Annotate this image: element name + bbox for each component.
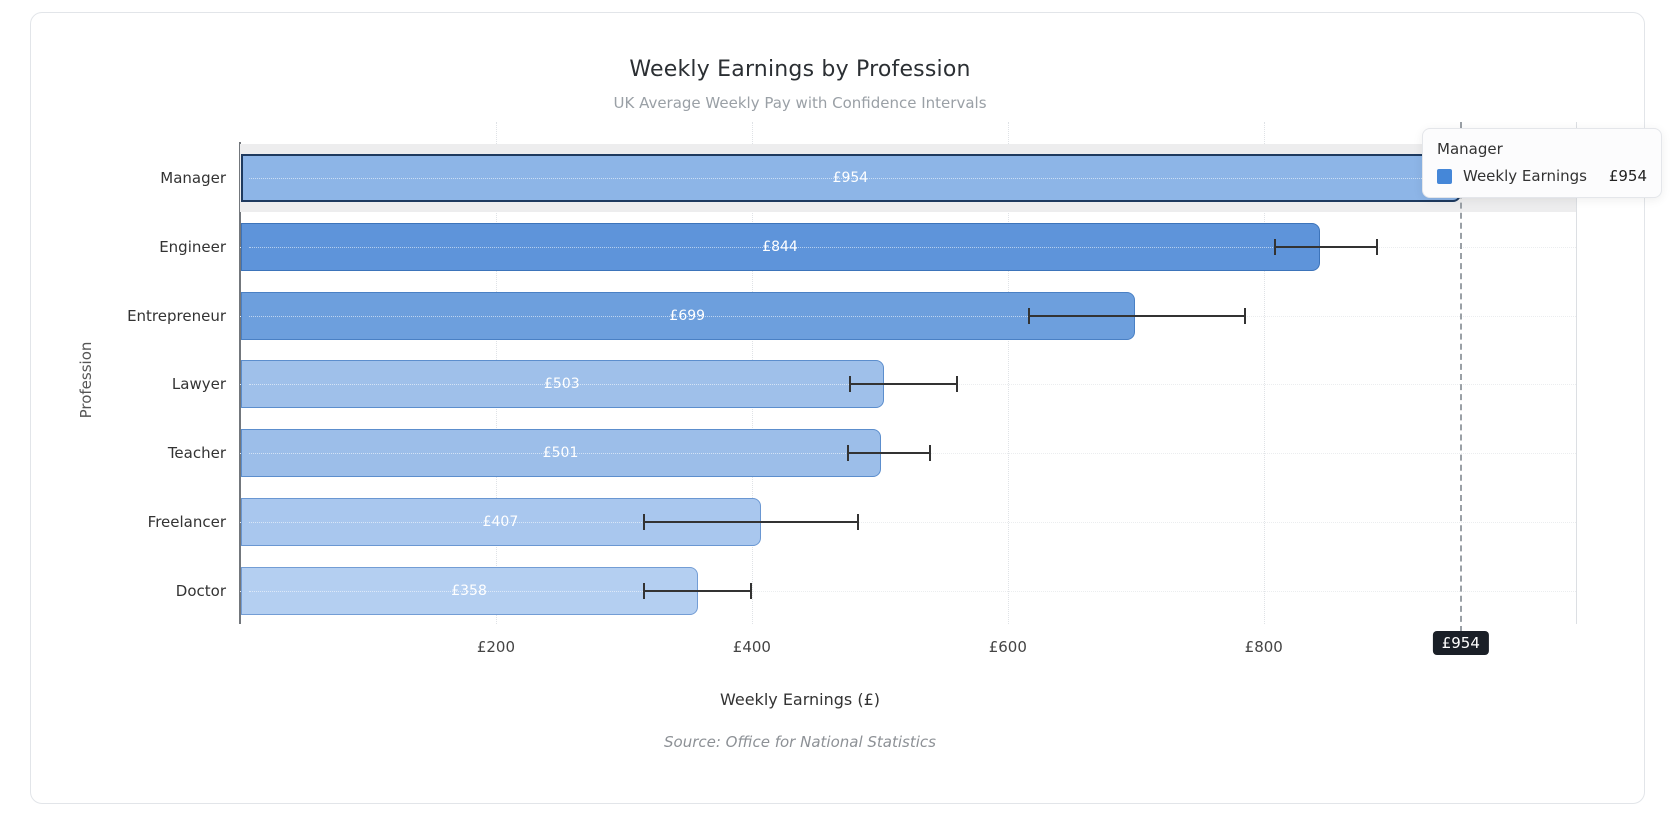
bar-inline-gridline — [249, 178, 1450, 179]
error-bar-line — [1028, 314, 1246, 317]
category-label-teacher: Teacher — [167, 444, 226, 463]
bar-value-label: £503 — [544, 376, 580, 393]
bar-inline-gridline — [249, 246, 1310, 248]
bar-value-label: £954 — [832, 170, 869, 186]
error-bar-cap-left — [1273, 238, 1276, 255]
x-gridline — [1263, 122, 1265, 624]
crosshair-axis-label: £954 — [1432, 631, 1489, 655]
category-label-lawyer: Lawyer — [171, 375, 226, 394]
error-bar-cap-left — [643, 582, 646, 599]
bar-inline-gridline — [249, 453, 871, 455]
plot-right-spine — [1576, 122, 1577, 624]
category-label-doctor: Doctor — [175, 581, 226, 600]
y-axis-line — [239, 142, 241, 624]
error-bar-cap-left — [643, 514, 646, 531]
x-tick-label: £600 — [988, 638, 1027, 656]
error-bar-cap-right — [929, 445, 932, 462]
crosshair-line — [1459, 122, 1462, 632]
bar-value-label: £699 — [669, 307, 706, 324]
x-tick-label: £400 — [732, 638, 771, 656]
error-bar-cap-right — [749, 582, 752, 599]
error-bar-line — [1273, 245, 1378, 248]
tooltip-series-label: Weekly Earnings — [1463, 167, 1587, 185]
source-note: Source: Office for National Statistics — [664, 733, 936, 751]
error-bar-cap-right — [857, 514, 860, 531]
tooltip-row: Weekly Earnings £954 — [1437, 167, 1647, 185]
error-bar-cap-left — [1028, 307, 1031, 324]
category-label-entrepreneur: Entrepreneur — [127, 306, 226, 325]
category-label-manager: Manager — [160, 169, 226, 187]
error-bar-cap-left — [849, 376, 852, 393]
error-bar-line — [846, 452, 932, 455]
error-bar-cap-right — [1375, 238, 1378, 255]
chart-title: Weekly Earnings by Profession — [629, 57, 971, 82]
category-label-engineer: Engineer — [159, 237, 226, 256]
error-bar-cap-right — [1243, 307, 1246, 324]
error-bar-cap-right — [955, 376, 958, 393]
y-gridline — [240, 590, 1576, 592]
x-tick-label: £200 — [476, 638, 516, 656]
bar-inline-gridline — [249, 315, 1124, 317]
x-gridline — [1007, 122, 1009, 624]
series-swatch-icon — [1437, 168, 1452, 184]
tooltip-value: £954 — [1608, 167, 1647, 185]
tooltip-title: Manager — [1437, 140, 1503, 158]
bar-inline-gridline — [249, 384, 873, 386]
bar-inline-gridline — [249, 590, 688, 592]
error-bar-line — [849, 383, 958, 386]
category-label-freelancer: Freelancer — [147, 513, 226, 532]
bar-value-label: £407 — [482, 514, 519, 531]
bar-value-label: £501 — [542, 445, 579, 462]
y-gridline — [240, 522, 1576, 524]
tooltip: Manager Weekly Earnings £954 — [1422, 128, 1662, 198]
bar-inline-gridline — [249, 522, 750, 524]
x-tick-label: £800 — [1244, 638, 1283, 656]
chart-subtitle: UK Average Weekly Pay with Confidence In… — [613, 94, 987, 112]
error-bar-line — [643, 521, 860, 524]
error-bar-cap-left — [846, 445, 849, 462]
x-axis-title: Weekly Earnings (£) — [719, 690, 880, 709]
error-bar-line — [643, 589, 752, 592]
bar-value-label: £358 — [451, 582, 487, 599]
bar-value-label: £844 — [762, 238, 798, 255]
